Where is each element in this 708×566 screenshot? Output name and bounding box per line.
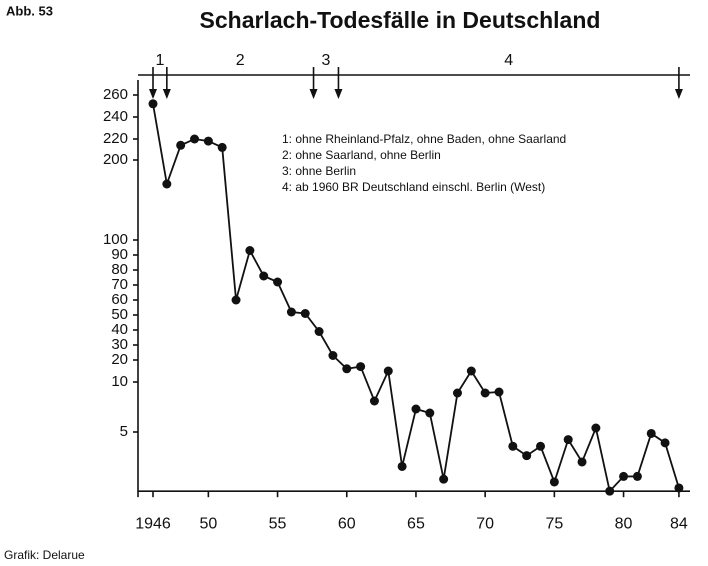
note: 2: ohne Saarland, ohne Berlin [282,148,441,162]
data-point [231,295,241,305]
note: 4: ab 1960 BR Deutschland einschl. Berli… [282,180,545,194]
data-point [605,486,615,496]
data-point [619,471,629,481]
y-tick-label: 10 [111,373,128,390]
y-tick-label: 240 [103,108,128,125]
data-point [425,408,435,418]
data-point [563,435,573,445]
data-point [397,461,407,471]
data-point [466,366,476,376]
data-point [452,388,462,398]
y-tick-label: 40 [111,321,128,338]
data-point [383,366,393,376]
y-tick-label: 220 [103,130,128,147]
data-point [203,136,213,146]
x-tick-label: 70 [476,515,494,532]
data-point [549,477,559,487]
data-point [577,457,587,467]
y-tick-label: 200 [103,151,128,168]
period-arrowhead [334,89,343,99]
note: 3: ohne Berlin [282,164,356,178]
data-point [300,309,310,318]
period-label: 2 [236,52,245,69]
x-tick-label: 75 [545,515,563,532]
data-point [674,483,684,493]
period-arrowhead [149,89,157,99]
y-tick-label: 70 [111,276,128,293]
data-point [245,246,255,255]
data-point [660,438,670,448]
y-tick-label: 90 [111,246,128,263]
credit: Grafik: Delarue [4,548,85,562]
data-point [217,142,227,152]
x-tick-label: 50 [199,515,217,532]
data-point [508,441,518,451]
y-tick-label: 100 [103,231,128,248]
data-point [259,271,269,281]
period-arrowhead [674,89,683,99]
data-point [646,428,656,438]
x-tick-label: 1946 [135,515,171,532]
data-point [494,387,504,397]
note: 1: ohne Rheinland-Pfalz, ohne Baden, ohn… [282,132,566,146]
data-point [369,396,379,406]
data-point [480,388,490,398]
y-tick-label: 5 [120,423,128,440]
data-point [286,307,296,317]
data-point [439,474,449,484]
y-tick-label: 80 [111,261,128,278]
y-tick-label: 30 [111,336,128,353]
period-label: 4 [504,52,513,69]
data-point [162,179,172,189]
x-tick-label: 60 [338,515,356,532]
data-point [148,99,158,109]
y-tick-label: 60 [111,291,128,308]
data-point [356,362,366,372]
chart-title: Scharlach-Todesfälle in Deutschland [200,7,601,33]
y-tick-label: 20 [111,351,128,368]
data-point [273,277,283,287]
data-point [176,140,186,150]
data-point [314,327,324,336]
data-point [522,451,532,461]
period-label: 1 [155,52,164,69]
period-arrowhead [162,89,171,99]
data-point [632,471,642,481]
period-label: 3 [322,52,331,69]
period-arrowhead [309,89,318,99]
figure-label: Abb. 53 [6,3,53,18]
data-point [342,364,352,374]
y-tick-label: 50 [111,306,128,323]
x-tick-label: 65 [407,515,425,532]
x-tick-label: 84 [670,515,688,532]
data-point [536,441,546,451]
x-tick-label: 80 [615,515,633,532]
y-tick-label: 260 [103,86,128,103]
data-point [411,404,421,414]
data-point [190,134,200,144]
data-point [591,423,601,433]
data-point [328,351,338,360]
x-tick-label: 55 [269,515,287,532]
